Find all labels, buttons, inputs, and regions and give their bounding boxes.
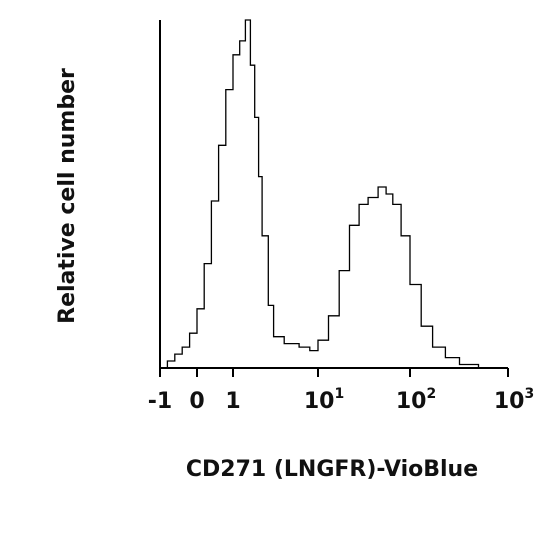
x-axis-ticks: -1 0 1 101 102 103 [148,368,534,414]
x-tick-label: 103 [494,386,534,414]
x-tick-label: 1 [225,389,240,414]
histogram-line [160,19,508,369]
x-tick-label: 0 [189,389,204,414]
plot-frame [159,20,508,369]
x-tick-label: -1 [148,389,172,414]
x-axis-title: CD271 (LNGFR)-VioBlue [186,457,478,482]
x-tick-label: 102 [396,386,436,414]
x-tick-label: 101 [304,386,344,414]
y-axis-title: Relative cell number [55,68,80,324]
